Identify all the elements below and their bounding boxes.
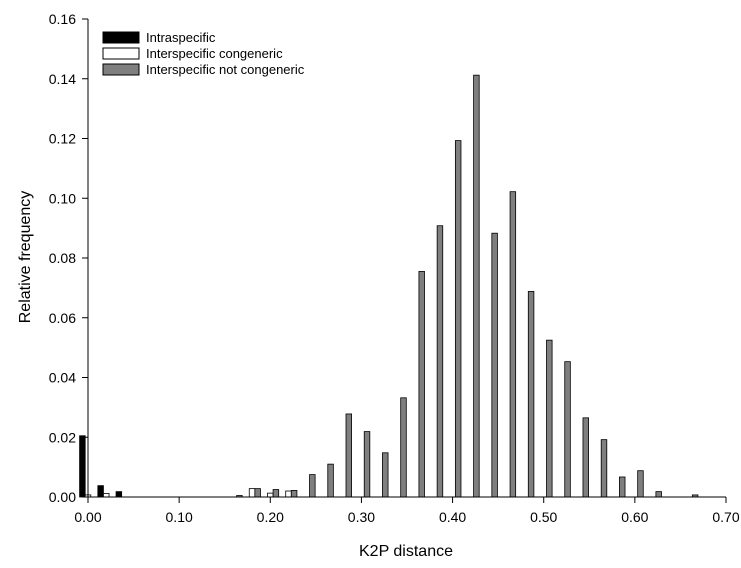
bar — [382, 452, 389, 498]
legend-swatch — [102, 63, 140, 76]
bar — [473, 74, 480, 498]
y-tick-label: 0.06 — [49, 310, 76, 326]
bar — [267, 492, 274, 498]
bar — [363, 431, 371, 498]
bar — [272, 489, 280, 498]
bar — [436, 225, 444, 498]
bar — [600, 439, 608, 498]
bar — [582, 417, 589, 498]
legend-label: Interspecific not congeneric — [146, 62, 305, 77]
y-tick-label: 0.16 — [49, 11, 76, 27]
bar — [637, 470, 644, 498]
y-tick-label: 0.08 — [49, 250, 76, 266]
x-tick-label: 0.30 — [348, 509, 375, 525]
bar — [103, 493, 110, 498]
bar — [400, 397, 407, 498]
y-tick-label: 0.14 — [49, 71, 76, 87]
bar — [619, 476, 626, 498]
legend-label: Intraspecific — [146, 30, 216, 45]
bar — [79, 435, 86, 498]
legend-swatch — [102, 47, 140, 60]
x-tick-label: 0.40 — [439, 509, 466, 525]
bar — [97, 485, 104, 498]
y-tick-label: 0.00 — [49, 489, 76, 505]
legend-label: Interspecific congeneric — [146, 46, 283, 61]
legend-swatch — [102, 31, 140, 44]
bar — [491, 232, 498, 498]
bar — [655, 491, 662, 498]
bar — [290, 490, 298, 498]
bar — [454, 140, 462, 498]
bar — [564, 361, 571, 498]
bar — [327, 463, 334, 498]
bar — [254, 488, 261, 498]
x-tick-label: 0.60 — [621, 509, 648, 525]
x-tick-label: 0.20 — [257, 509, 284, 525]
bar — [309, 474, 316, 498]
x-tick-label: 0.10 — [166, 509, 193, 525]
axes-group: 0.00 0.10 0.20 0.30 0.40 0.50 0.60 0.70 0.00 0.02… — [49, 11, 740, 525]
bars-group — [79, 74, 699, 498]
y-axis-label: Relative frequency — [17, 191, 34, 324]
x-tick-label: 0.00 — [74, 509, 101, 525]
y-tick-label: 0.04 — [49, 370, 76, 386]
bar — [546, 339, 553, 498]
x-axis-label: K2P distance — [359, 543, 453, 560]
bar — [418, 271, 425, 498]
y-tick-label: 0.10 — [49, 190, 76, 206]
bar — [115, 491, 123, 498]
bar — [248, 488, 256, 498]
x-tick-label: 0.50 — [530, 509, 557, 525]
bar — [285, 490, 292, 498]
x-tick-label: 0.70 — [712, 509, 739, 525]
y-tick-label: 0.02 — [49, 429, 76, 445]
y-tick-label: 0.12 — [49, 131, 76, 147]
bar — [345, 413, 352, 498]
bar — [527, 291, 535, 498]
bar — [509, 191, 517, 498]
